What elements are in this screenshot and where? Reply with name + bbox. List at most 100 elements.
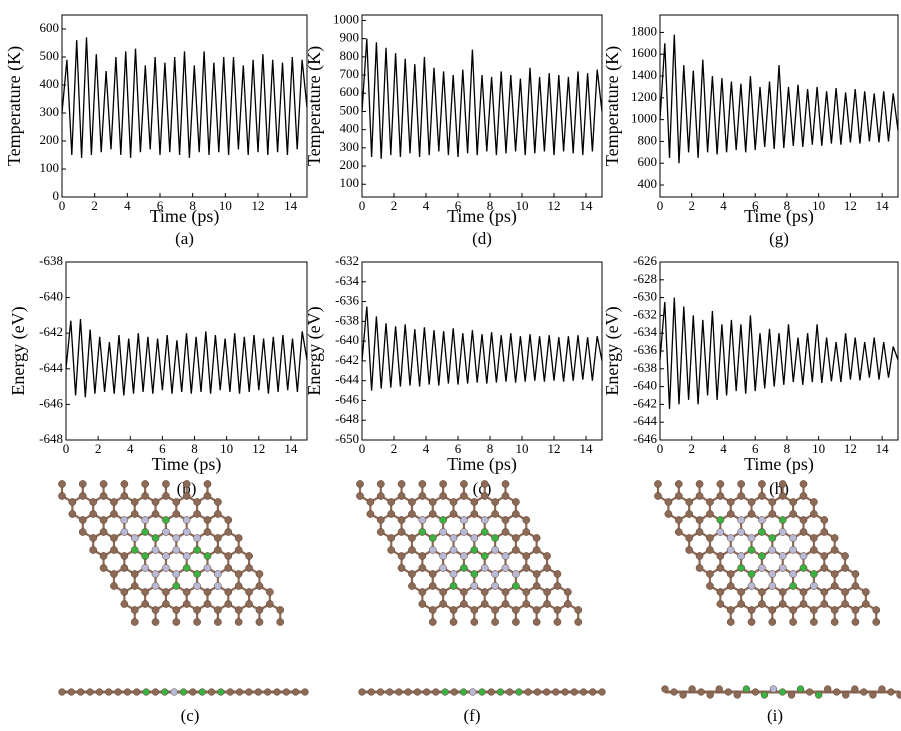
y-tick-label: 300: [40, 104, 60, 119]
atom: [821, 528, 828, 535]
side-atom: [77, 689, 84, 696]
atom: [173, 582, 180, 589]
y-tick-label: -650: [335, 431, 359, 446]
atom: [821, 552, 828, 559]
atom: [204, 552, 211, 559]
atom: [748, 570, 755, 577]
atom: [225, 516, 232, 523]
x-tick-label: 0: [63, 441, 70, 456]
atom: [758, 552, 765, 559]
atom: [790, 534, 797, 541]
y-tick-label: -644: [633, 413, 657, 428]
atom: [512, 498, 519, 505]
atom: [554, 618, 561, 625]
y-tick-label: -638: [39, 253, 63, 268]
atom: [533, 606, 540, 613]
atom: [471, 534, 478, 541]
data-line: [62, 37, 307, 157]
atom: [706, 498, 713, 505]
atom: [162, 480, 169, 487]
atom: [460, 588, 467, 595]
y-tick-label: 300: [340, 139, 360, 154]
atom: [388, 498, 395, 505]
atom: [800, 480, 807, 487]
atom: [738, 528, 745, 535]
y-axis-label: Energy (eV): [304, 306, 325, 395]
atom: [245, 552, 252, 559]
atom: [686, 546, 693, 553]
atom: [706, 582, 713, 589]
atom: [110, 534, 117, 541]
atom: [121, 528, 128, 535]
side-atom: [824, 686, 831, 693]
atom: [491, 570, 498, 577]
atom: [758, 564, 765, 571]
atom: [491, 546, 498, 553]
atom: [748, 510, 755, 517]
side-atom: [396, 689, 403, 696]
atom: [769, 498, 776, 505]
atom: [377, 528, 384, 535]
atom: [738, 600, 745, 607]
atom: [810, 510, 817, 517]
atom: [162, 552, 169, 559]
atom: [214, 606, 221, 613]
atom: [131, 606, 138, 613]
atom: [162, 516, 169, 523]
atom: [460, 528, 467, 535]
atom: [471, 606, 478, 613]
atom: [512, 618, 519, 625]
atom: [79, 516, 86, 523]
atom: [110, 498, 117, 505]
atom: [800, 600, 807, 607]
atom: [491, 606, 498, 613]
x-tick-label: 12: [548, 198, 561, 213]
atom: [429, 498, 436, 505]
atom: [398, 516, 405, 523]
side-atom: [274, 689, 281, 696]
atom: [502, 600, 509, 607]
atom: [706, 534, 713, 541]
side-atom: [115, 689, 122, 696]
x-tick-label: 0: [657, 441, 664, 456]
atom: [727, 606, 734, 613]
side-atom: [725, 689, 732, 696]
atom: [419, 492, 426, 499]
atom: [800, 588, 807, 595]
atom: [440, 516, 447, 523]
atom: [706, 570, 713, 577]
y-tick-label: 600: [340, 84, 360, 99]
side-atom: [734, 692, 741, 699]
x-tick-label: 0: [359, 441, 366, 456]
atom: [717, 516, 724, 523]
y-tick-label: -636: [335, 293, 359, 308]
atom: [717, 588, 724, 595]
atom: [193, 498, 200, 505]
atom: [131, 546, 138, 553]
atom: [831, 534, 838, 541]
atom: [769, 582, 776, 589]
atom: [214, 534, 221, 541]
atom: [235, 534, 242, 541]
atom: [821, 600, 828, 607]
atom: [377, 492, 384, 499]
atom: [758, 528, 765, 535]
atom: [173, 606, 180, 613]
x-tick-label: 0: [359, 198, 366, 213]
structure-caption: (i): [767, 706, 783, 725]
atom: [440, 480, 447, 487]
atom: [790, 498, 797, 505]
data-line: [362, 39, 602, 159]
atom: [429, 546, 436, 553]
x-tick-label: 2: [688, 441, 695, 456]
atom: [543, 600, 550, 607]
side-atom: [59, 689, 66, 696]
atom: [367, 498, 374, 505]
side-atom: [96, 689, 103, 696]
atom: [142, 552, 149, 559]
atom: [429, 618, 436, 625]
side-atom: [534, 689, 541, 696]
atom: [193, 546, 200, 553]
y-tick-label: -640: [39, 289, 63, 304]
atom: [491, 534, 498, 541]
